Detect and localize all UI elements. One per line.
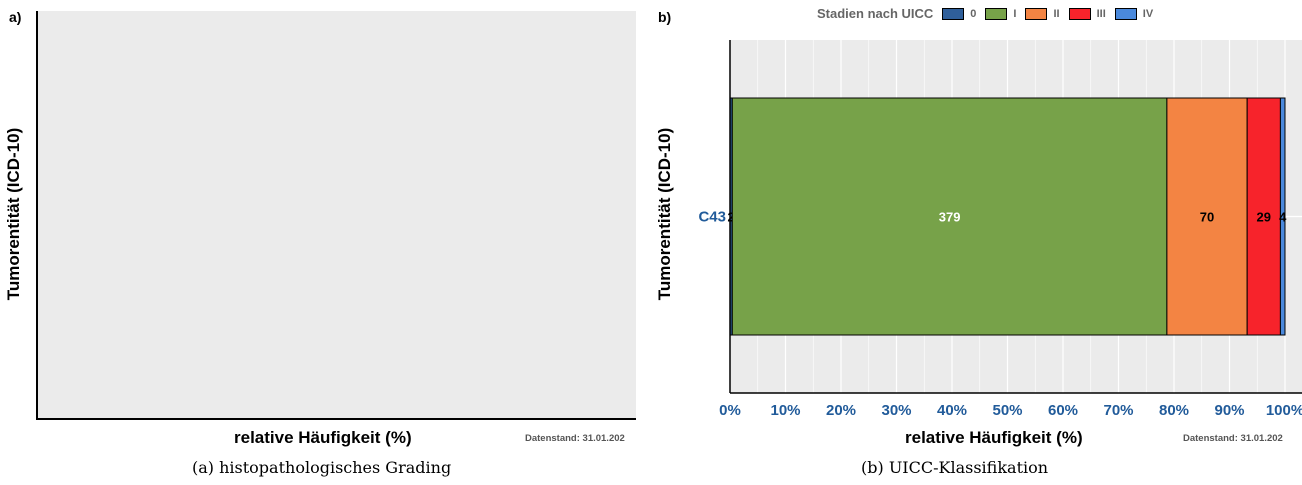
panel-tag: b) xyxy=(658,9,672,25)
y-axis-label: Tumorentität (ICD-10) xyxy=(4,127,23,301)
legend-label: III xyxy=(1096,7,1106,20)
x-tick-label: 100% xyxy=(1266,402,1302,419)
caption-b: (b) UICC-Klassifikation xyxy=(861,458,1049,477)
uicc-bar-chart-svg: 2 379 70 29 40% 10% 20% 30% 40% 50% 60% 70% 80% 90% 10… xyxy=(698,40,1302,419)
bar-label-II: 70 xyxy=(1200,210,1214,225)
legend-title: Stadien nach UICC xyxy=(817,6,934,21)
x-tick-label: 70% xyxy=(1103,402,1133,419)
x-tick-label: 0% xyxy=(719,402,741,419)
legend-label: I xyxy=(1013,7,1017,20)
bar-label-I: 379 xyxy=(939,210,961,225)
legend-item-III: III xyxy=(1068,7,1106,20)
legend-item-I: I xyxy=(985,7,1017,20)
data-date-note: Datenstand: 31.01.202 xyxy=(1183,433,1283,444)
y-axis-label: Tumorentität (ICD-10) xyxy=(655,127,674,301)
legend: Stadien nach UICC 0 I II III IV xyxy=(817,6,1153,21)
x-tick-label: 30% xyxy=(881,402,911,419)
panel-a-grading-chart: a) Tumorentität (ICD-10) relative Häufig… xyxy=(0,0,636,455)
panel-b-uicc-chart: b) Stadien nach UICC 0 I II III IV 2 379 70 29 4… xyxy=(651,0,1302,455)
legend-label: 0 xyxy=(970,7,977,20)
panel-tag: a) xyxy=(9,9,22,25)
legend-item-0: 0 xyxy=(942,7,977,20)
legend-swatch xyxy=(985,7,1008,20)
legend-swatch xyxy=(1114,7,1137,20)
legend-item-II: II xyxy=(1025,7,1060,20)
bar-label-IV: 4 xyxy=(1279,210,1287,225)
legend-label: IV xyxy=(1142,7,1154,20)
x-tick-label: 20% xyxy=(826,402,856,419)
x-tick-label: 80% xyxy=(1159,402,1189,419)
y-axis-line xyxy=(36,11,38,419)
bar-segment-IV xyxy=(1279,97,1286,336)
caption-a: (a) histopathologisches Grading xyxy=(192,458,452,477)
bar-label-III: 29 xyxy=(1257,210,1271,225)
legend-swatch xyxy=(1025,7,1048,20)
x-axis-line xyxy=(36,418,636,420)
legend-swatch xyxy=(942,7,965,20)
bar-label-0: 2 xyxy=(728,210,735,225)
y-tick-label: C43 xyxy=(698,209,726,226)
data-date-note: Datenstand: 31.01.202 xyxy=(525,433,625,444)
legend-item-IV: IV xyxy=(1114,7,1154,20)
plot-area xyxy=(37,11,636,418)
legend-swatch xyxy=(1068,7,1091,20)
x-tick-label: 40% xyxy=(937,402,967,419)
bar-segment-II xyxy=(1166,97,1248,336)
x-tick-label: 50% xyxy=(992,402,1022,419)
bar-segment-III xyxy=(1246,97,1281,336)
x-tick-label: 90% xyxy=(1214,402,1244,419)
x-tick-label: 60% xyxy=(1048,402,1078,419)
x-tick-label: 10% xyxy=(770,402,800,419)
x-axis-label: relative Häufigkeit (%) xyxy=(905,428,1083,447)
x-axis-label: relative Häufigkeit (%) xyxy=(234,428,412,447)
legend-label: II xyxy=(1053,7,1060,20)
